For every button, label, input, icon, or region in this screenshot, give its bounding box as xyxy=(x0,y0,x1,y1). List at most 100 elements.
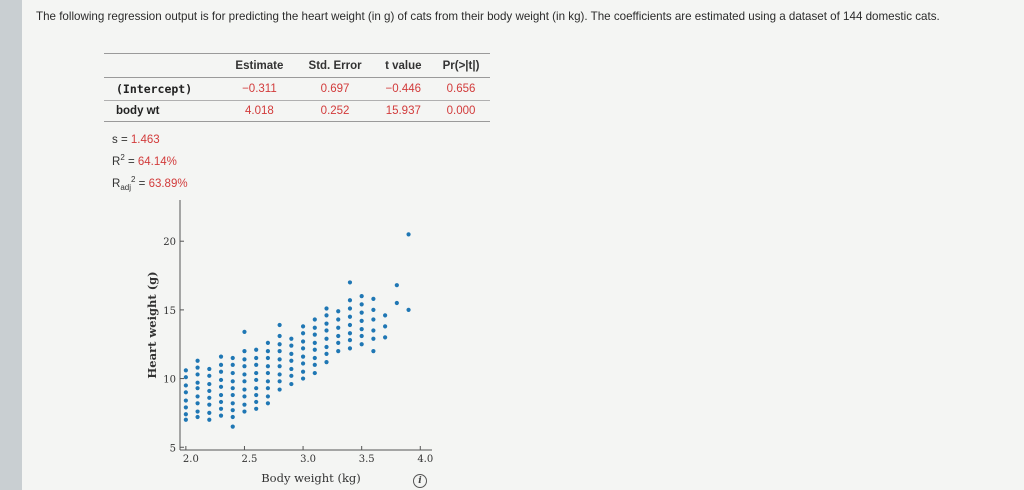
data-point xyxy=(218,399,224,405)
table-header-std-error: Std. Error xyxy=(295,53,375,78)
data-point xyxy=(195,386,200,391)
r2-label: R xyxy=(112,155,121,168)
data-point xyxy=(359,318,364,323)
x-axis-label: Body weight (kg) xyxy=(261,471,361,485)
data-point xyxy=(277,387,282,392)
table-header-blank xyxy=(104,53,224,78)
data-point xyxy=(230,408,235,413)
data-point xyxy=(383,324,388,329)
data-point xyxy=(254,370,259,376)
data-point xyxy=(242,357,247,362)
data-point xyxy=(336,309,341,314)
cell-std-error: 0.697 xyxy=(320,83,350,95)
data-point xyxy=(371,307,376,312)
data-point xyxy=(336,317,341,322)
table-row: (Intercept) −0.311 0.697 −0.446 0.656 xyxy=(104,78,490,101)
data-point xyxy=(218,377,224,383)
data-point xyxy=(265,394,271,399)
plot-points xyxy=(183,232,411,429)
data-point xyxy=(242,329,247,334)
data-point xyxy=(230,401,235,406)
s-value: 1.463 xyxy=(130,134,160,146)
y-tick-label: 5 xyxy=(170,443,176,454)
data-point xyxy=(265,386,271,391)
data-point xyxy=(394,300,399,306)
r2adj-subscript: adj xyxy=(120,182,131,192)
s-label: s xyxy=(112,134,118,146)
data-point xyxy=(277,372,282,377)
data-point xyxy=(183,390,188,395)
data-point xyxy=(218,406,224,411)
data-point xyxy=(242,409,247,414)
data-point xyxy=(406,232,411,237)
data-point xyxy=(324,328,329,333)
data-point xyxy=(195,365,200,370)
data-point xyxy=(371,336,376,341)
data-point xyxy=(300,339,306,344)
data-point xyxy=(195,401,200,406)
data-point xyxy=(347,314,353,319)
question-text: The following regression output is for p… xyxy=(36,10,940,23)
data-point xyxy=(230,424,235,429)
cell-estimate: 4.018 xyxy=(223,100,296,122)
data-point xyxy=(383,335,388,340)
y-tick-label: 20 xyxy=(163,237,176,248)
data-point xyxy=(300,331,306,336)
cell-p-value: 0.656 xyxy=(446,83,476,95)
data-point xyxy=(183,368,188,373)
data-point xyxy=(277,357,282,362)
data-point xyxy=(312,355,317,361)
data-point xyxy=(324,306,329,311)
data-point xyxy=(359,342,364,347)
data-point xyxy=(289,373,294,378)
data-point xyxy=(265,364,271,369)
data-point xyxy=(230,379,235,384)
data-point xyxy=(371,348,376,354)
table-header-p-value: Pr(>|t|) xyxy=(432,53,490,78)
data-point xyxy=(195,394,200,399)
regression-table: Estimate Std. Error t value Pr(>|t|) (In… xyxy=(104,53,490,122)
data-point xyxy=(289,351,294,356)
r2-stat: R2 = 64.14% xyxy=(112,153,177,168)
data-point xyxy=(254,392,259,398)
cell-std-error: 0.252 xyxy=(295,100,375,122)
data-point xyxy=(207,395,212,400)
data-point xyxy=(242,372,247,377)
data-point xyxy=(195,380,200,385)
data-point xyxy=(300,354,306,359)
data-point xyxy=(289,366,294,372)
data-point xyxy=(312,362,317,367)
table-header-estimate: Estimate xyxy=(223,53,296,78)
r2-value: 64.14% xyxy=(137,155,177,168)
data-point xyxy=(254,406,259,411)
data-point xyxy=(265,355,271,361)
data-point xyxy=(218,354,224,359)
data-point xyxy=(359,333,364,339)
row-label-intercept: (Intercept) xyxy=(116,82,193,96)
data-point xyxy=(347,306,353,311)
data-point xyxy=(183,417,188,422)
data-point xyxy=(277,342,282,347)
data-point xyxy=(195,414,200,420)
data-point xyxy=(336,348,341,354)
data-point xyxy=(242,348,247,354)
table-row: body wt 4.018 0.252 15.937 0.000 xyxy=(104,100,490,122)
data-point xyxy=(254,355,259,361)
data-point xyxy=(359,302,364,307)
info-icon[interactable]: i xyxy=(413,474,427,488)
data-point xyxy=(289,381,294,387)
data-point xyxy=(230,414,235,420)
plot-axes: 2.0 2.5 3.0 3.5 4.0 5 10 15 20 xyxy=(163,200,433,465)
fit-statistics: s = 1.463 R2 = 64.14% Radj2 = 63.89% xyxy=(112,131,188,197)
cell-t-value: −0.446 xyxy=(385,83,422,95)
data-point xyxy=(324,313,329,318)
x-tick-label: 2.5 xyxy=(242,454,258,465)
data-point xyxy=(254,377,259,383)
data-point xyxy=(265,370,271,376)
data-point xyxy=(336,340,341,345)
data-point xyxy=(371,296,376,302)
data-point xyxy=(183,412,188,417)
data-point xyxy=(254,399,259,405)
r2adj-value: 63.89% xyxy=(148,177,188,190)
